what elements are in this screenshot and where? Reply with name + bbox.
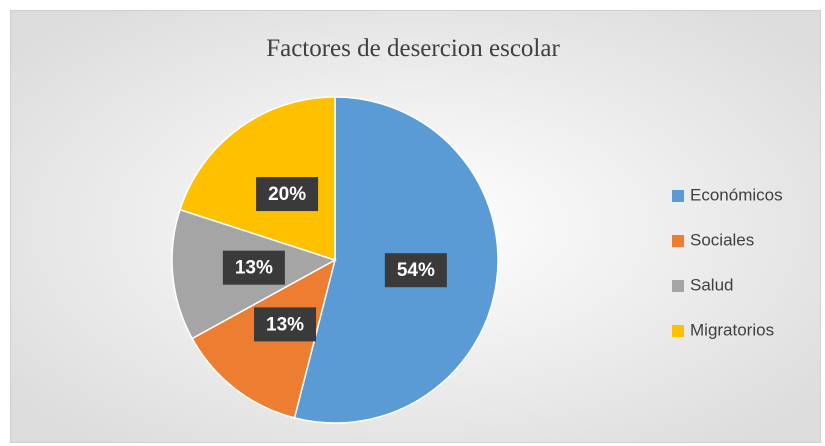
legend-marker <box>672 235 684 247</box>
data-label: 13% <box>266 314 304 335</box>
data-label-box <box>256 177 319 212</box>
legend-label: Salud <box>690 275 733 294</box>
legend-label: Sociales <box>690 230 754 249</box>
data-label: 20% <box>268 184 306 205</box>
chart-title: Factores de desercion escolar <box>266 35 560 62</box>
data-label: 13% <box>235 258 273 279</box>
legend-marker <box>672 325 684 337</box>
legend-label: Económicos <box>690 185 783 204</box>
legend-marker <box>672 280 684 292</box>
data-label-box <box>384 253 447 288</box>
data-label-box <box>222 250 285 285</box>
data-label-box <box>254 307 317 342</box>
data-label: 54% <box>397 260 435 281</box>
legend-marker <box>672 190 684 202</box>
legend-label: Migratorios <box>690 320 774 339</box>
